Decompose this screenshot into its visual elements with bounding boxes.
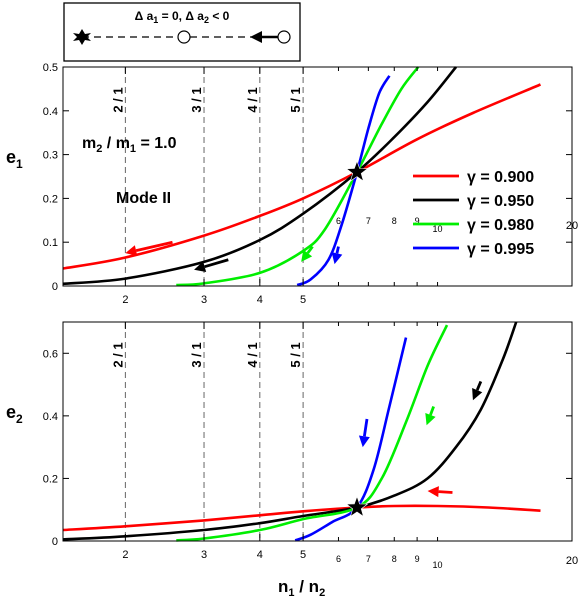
- direction-arrowhead: [425, 413, 436, 426]
- x-tick-label: 6: [336, 216, 341, 226]
- star-icon: [73, 29, 91, 45]
- direction-arrow: [475, 380, 483, 391]
- mass-ratio-label: m2 / m1 = 1.0: [82, 135, 177, 155]
- direction-arrowhead: [427, 486, 439, 498]
- gamma-legend: γ = 0.900 γ = 0.950 γ = 0.980 γ = 0.995: [413, 169, 534, 258]
- direction-arrow: [135, 240, 173, 253]
- resonance-label: 5 / 1: [288, 342, 303, 367]
- x-tick-label: 3: [201, 294, 207, 306]
- series-line-gamma-0.950: [62, 321, 518, 541]
- y-tick-label: 0.4: [43, 106, 58, 118]
- direction-arrowhead: [472, 387, 483, 401]
- x-tick-label: 20: [566, 220, 578, 232]
- open-circle-icon: [177, 30, 191, 44]
- x-axis-label: n1 / n2: [278, 577, 325, 599]
- x-tick-label: 7: [366, 554, 371, 564]
- x-tick-label: 4: [257, 294, 263, 306]
- x-tick-label: 4: [257, 549, 263, 561]
- bottom-panel: 2 / 1 3 / 1 4 / 1 5 / 1 0 0.2 0.4 0.6 2 3 4 5 6 7 8 9…: [6, 321, 578, 599]
- left-arrow-icon: [250, 31, 262, 43]
- x-tick-label: 9: [415, 216, 420, 226]
- direction-arrowhead: [125, 245, 138, 257]
- series-line-gamma-0.995: [296, 75, 391, 287]
- resonance-label: 3 / 1: [189, 87, 204, 112]
- x-tick-label: 9: [415, 554, 420, 564]
- direction-legend-label: Δ a1 = 0, Δ a2 < 0: [135, 9, 230, 25]
- x-tick-label: 3: [201, 549, 207, 561]
- legend-label: γ = 0.900: [467, 169, 534, 186]
- direction-legend: Δ a1 = 0, Δ a2 < 0: [63, 2, 301, 62]
- resonance-label: 2 / 1: [110, 342, 125, 367]
- x-tick-label: 2: [122, 294, 128, 306]
- top-panel: 2 / 1 3 / 1 4 / 1 5 / 1 0 0.1 0.2 0.3 0.4 0.5 2 3…: [6, 62, 578, 306]
- y-tick-label: 0.2: [43, 473, 58, 485]
- y-tick-label: 0: [52, 281, 58, 293]
- x-tick-label: 5: [300, 294, 306, 306]
- y-tick-label: 0.1: [43, 237, 58, 249]
- x-tick-label: 5: [300, 549, 306, 561]
- y-axis-label: e1: [6, 147, 23, 171]
- series-line-gamma-0.900: [62, 504, 541, 532]
- x-tick-label: 10: [433, 224, 443, 234]
- direction-arrow: [335, 246, 340, 254]
- x-tick-label: 10: [433, 560, 443, 570]
- series-line-gamma-0.950: [62, 66, 458, 286]
- x-tick-label: 7: [366, 216, 371, 226]
- y-tick-label: 0.2: [43, 193, 58, 205]
- y-tick-label: 0.4: [43, 411, 58, 423]
- direction-arrow: [429, 405, 435, 416]
- mode-label: Mode II: [116, 190, 171, 207]
- x-tick-label: 8: [392, 554, 397, 564]
- series-line-gamma-0.980: [176, 66, 420, 287]
- star-icon: [345, 160, 369, 182]
- resonance-label: 4 / 1: [245, 87, 260, 112]
- y-tick-label: 0.5: [43, 62, 58, 74]
- y-tick-label: 0.3: [43, 150, 58, 162]
- direction-arrow: [204, 258, 229, 269]
- direction-arrow: [362, 418, 369, 437]
- open-circle-icon: [277, 30, 291, 44]
- y-axis-label: e2: [6, 402, 23, 426]
- y-tick-label: 0: [52, 536, 58, 548]
- resonance-label: 3 / 1: [189, 342, 204, 367]
- series-line-gamma-0.980: [176, 324, 449, 542]
- legend-label: γ = 0.995: [467, 241, 534, 258]
- resonance-label: 2 / 1: [110, 87, 125, 112]
- resonance-label: 5 / 1: [288, 87, 303, 112]
- direction-arrowhead: [331, 252, 343, 265]
- legend-label: γ = 0.980: [467, 217, 534, 234]
- y-tick-label: 0.6: [43, 348, 58, 360]
- legend-label: γ = 0.950: [467, 193, 534, 210]
- x-tick-label: 8: [392, 216, 397, 226]
- direction-arrowhead: [194, 261, 207, 272]
- x-tick-label: 20: [566, 555, 578, 567]
- star-icon: [345, 495, 369, 518]
- direction-arrowhead: [301, 249, 313, 262]
- direction-arrow: [438, 490, 453, 494]
- series-line-gamma-0.900: [62, 83, 542, 270]
- resonance-label: 4 / 1: [245, 342, 260, 367]
- x-tick-label: 2: [122, 549, 128, 561]
- x-tick-label: 6: [336, 554, 341, 564]
- direction-arrowhead: [358, 435, 370, 448]
- direction-arrow: [306, 245, 314, 254]
